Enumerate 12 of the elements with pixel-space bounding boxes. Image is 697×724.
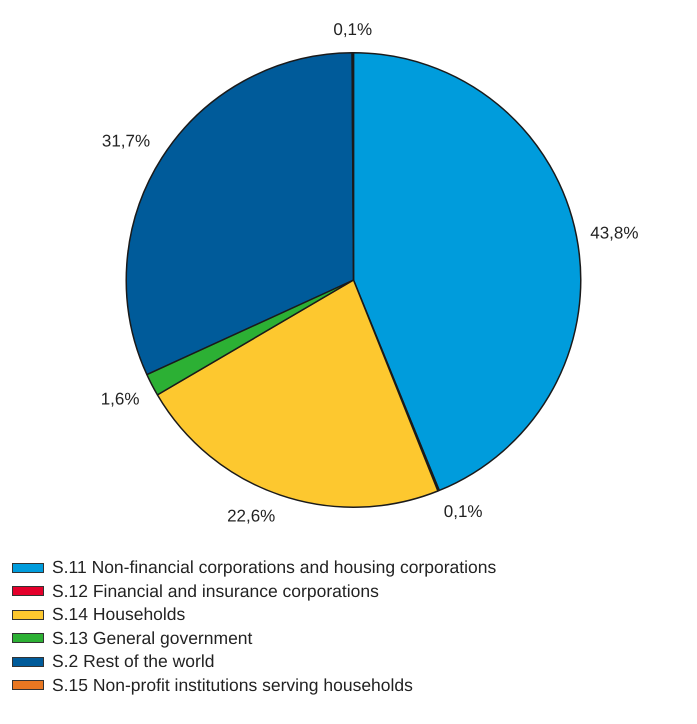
data-label: 31,7% [102,131,150,150]
data-label: 1,6% [100,390,140,408]
legend-label: S.12 Financial and insurance corporations [52,580,379,602]
data-label: 0,1% [333,20,372,39]
legend-label: S.2 Rest of the world [52,651,214,672]
data-label: 0,1% [444,502,483,521]
legend-label: S.13 General government [52,628,252,649]
legend-label: S.14 Households [52,604,186,626]
data-label: 22,6% [227,506,276,526]
legend-label: S.15 Non-profit institutions serving households [52,674,413,696]
data-label: 43,8% [590,223,638,242]
legend-label: S.11 Non-financial corporations and housing corporations [52,557,496,578]
